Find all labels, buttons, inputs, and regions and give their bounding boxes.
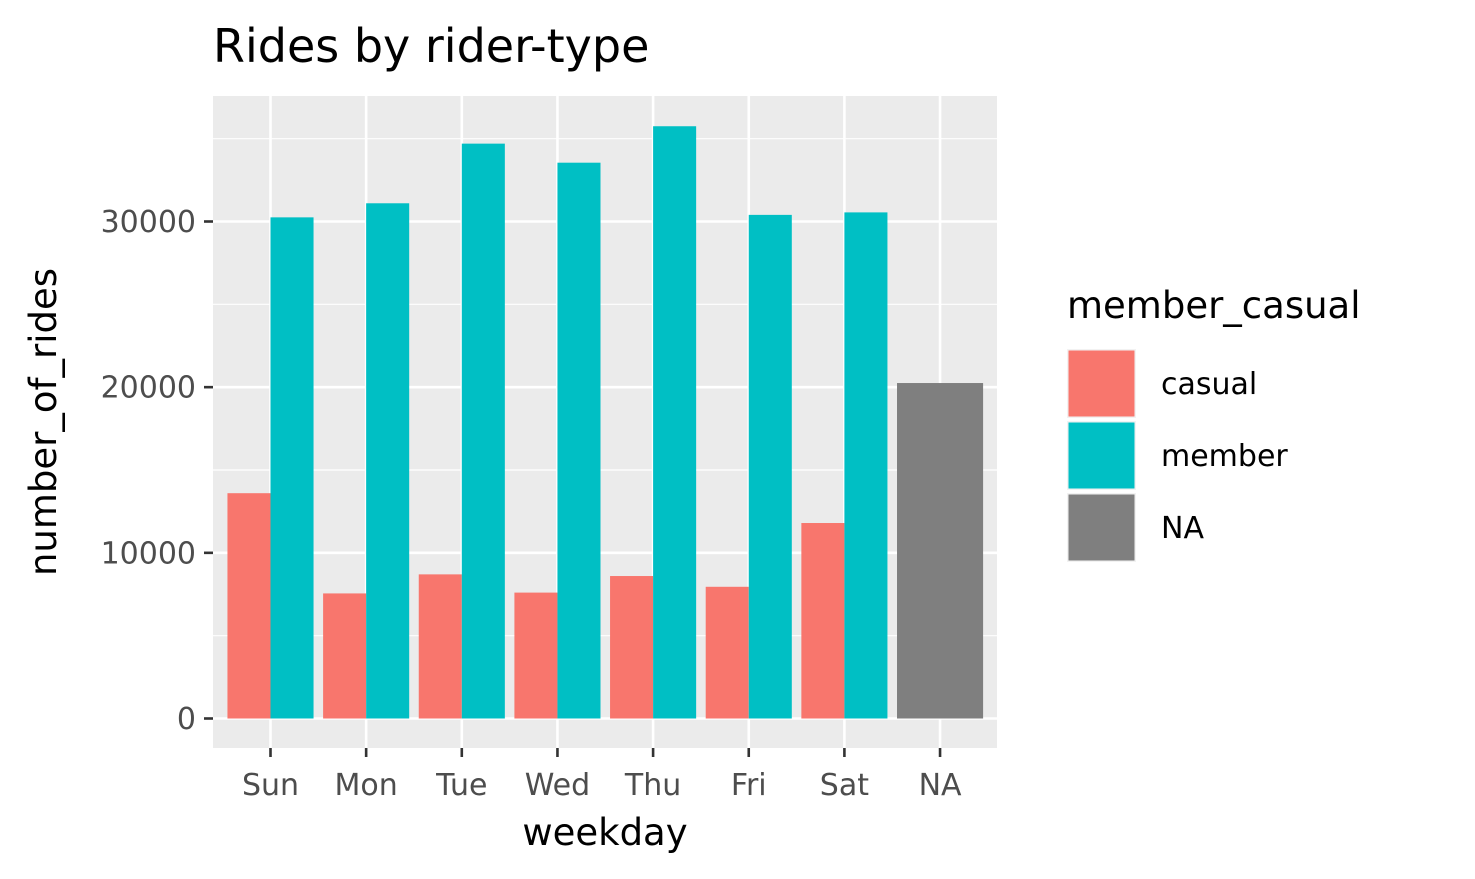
x-tick-label: NA — [919, 768, 962, 803]
x-tick-label: Mon — [335, 768, 398, 803]
x-tick-label: Sun — [242, 768, 299, 803]
chart-title: Rides by rider-type — [213, 19, 649, 73]
x-axis: Sun Mon Tue Wed Thu Fri Sat NA — [242, 748, 962, 803]
legend-title: member_casual — [1067, 284, 1361, 327]
legend-items: casual member NA — [1067, 349, 1288, 562]
legend-swatch-member — [1068, 422, 1135, 489]
x-axis-title: weekday — [522, 811, 687, 854]
x-tick-label: Thu — [624, 768, 681, 803]
bar-na-na — [897, 383, 984, 719]
bar-member-fri — [748, 214, 792, 719]
x-tick-label: Sat — [820, 768, 869, 803]
legend-label-na: NA — [1161, 511, 1204, 546]
x-tick-label: Tue — [435, 768, 487, 803]
bar-casual-fri — [705, 586, 749, 719]
bar-member-sun — [270, 217, 314, 719]
bar-casual-sun — [227, 493, 271, 719]
legend-label-member: member — [1161, 439, 1288, 474]
bar-member-tue — [461, 143, 505, 719]
bar-casual-tue — [418, 574, 462, 719]
y-tick-label: 0 — [177, 702, 196, 737]
bar-member-thu — [653, 126, 697, 719]
bars — [227, 126, 984, 719]
legend-swatch-casual — [1068, 350, 1135, 417]
x-tick-label: Fri — [731, 768, 767, 803]
y-axis: 0 10000 20000 30000 — [101, 205, 213, 737]
bar-member-mon — [366, 203, 410, 719]
y-tick-label: 10000 — [101, 536, 196, 571]
y-axis-title: number_of_rides — [22, 268, 65, 576]
x-tick-label: Wed — [525, 768, 590, 803]
legend-label-casual: casual — [1161, 367, 1257, 402]
bar-casual-mon — [323, 593, 367, 719]
bar-casual-thu — [610, 576, 654, 719]
bar-member-wed — [557, 162, 601, 719]
legend: member_casual casual member NA — [1067, 284, 1361, 562]
bar-casual-sat — [801, 523, 845, 719]
bar-member-sat — [844, 212, 888, 719]
bar-casual-wed — [514, 592, 558, 719]
y-tick-label: 30000 — [101, 205, 196, 240]
y-tick-label: 20000 — [101, 371, 196, 406]
legend-swatch-na — [1068, 494, 1135, 561]
